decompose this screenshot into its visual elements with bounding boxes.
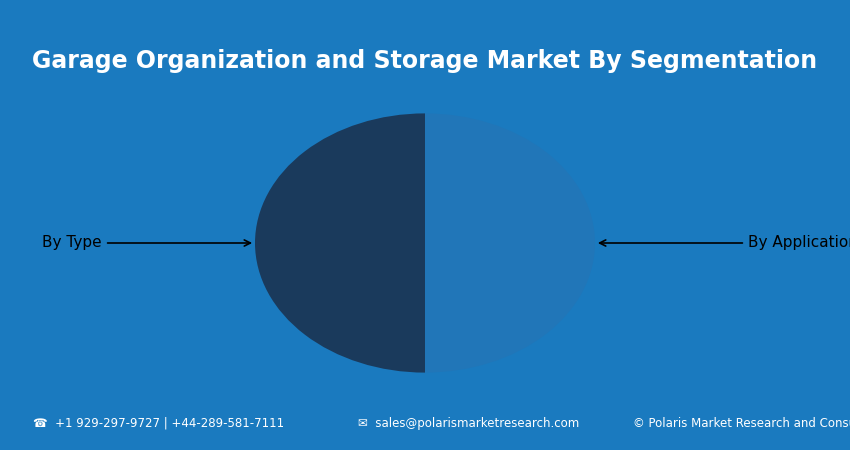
Text: Garage Organization and Storage Market By Segmentation: Garage Organization and Storage Market B… — [32, 49, 818, 73]
Wedge shape — [255, 113, 425, 373]
Wedge shape — [425, 113, 595, 373]
Text: ✉  sales@polarismarketresearch.com: ✉ sales@polarismarketresearch.com — [359, 417, 580, 429]
Text: ☎  +1 929-297-9727 | +44-289-581-7111: ☎ +1 929-297-9727 | +44-289-581-7111 — [33, 417, 285, 429]
Text: By Application: By Application — [599, 235, 850, 251]
Text: © Polaris Market Research and Consulting LLP: © Polaris Market Research and Consulting… — [633, 417, 850, 429]
Text: By Type: By Type — [42, 235, 251, 251]
